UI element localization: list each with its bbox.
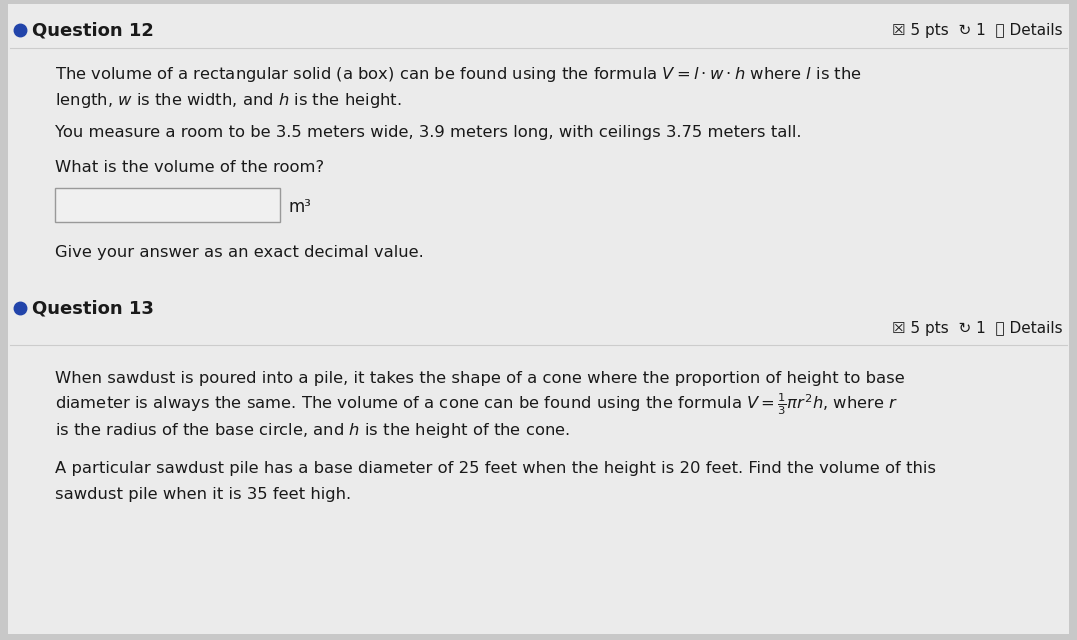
Text: sawdust pile when it is 35 feet high.: sawdust pile when it is 35 feet high. (55, 486, 351, 502)
Text: Question 13: Question 13 (32, 299, 154, 317)
Text: You measure a room to be 3.5 meters wide, 3.9 meters long, with ceilings 3.75 me: You measure a room to be 3.5 meters wide… (55, 125, 801, 141)
Text: Give your answer as an exact decimal value.: Give your answer as an exact decimal val… (55, 246, 423, 260)
Text: What is the volume of the room?: What is the volume of the room? (55, 161, 324, 175)
Text: is the radius of the base circle, and $h$ is the height of the cone.: is the radius of the base circle, and $h… (55, 420, 570, 440)
Text: m³: m³ (288, 198, 311, 216)
Text: ☒ 5 pts  ↻ 1  ⓘ Details: ☒ 5 pts ↻ 1 ⓘ Details (893, 321, 1063, 335)
Text: The volume of a rectangular solid (a box) can be found using the formula $V = l\: The volume of a rectangular solid (a box… (55, 65, 862, 84)
FancyBboxPatch shape (55, 188, 280, 222)
Text: ☒ 5 pts  ↻ 1  ⓘ Details: ☒ 5 pts ↻ 1 ⓘ Details (893, 22, 1063, 38)
Text: length, $w$ is the width, and $h$ is the height.: length, $w$ is the width, and $h$ is the… (55, 90, 402, 109)
Text: When sawdust is poured into a pile, it takes the shape of a cone where the propo: When sawdust is poured into a pile, it t… (55, 371, 905, 385)
FancyBboxPatch shape (8, 4, 1069, 634)
Text: A particular sawdust pile has a base diameter of 25 feet when the height is 20 f: A particular sawdust pile has a base dia… (55, 461, 936, 476)
Text: Question 12: Question 12 (32, 21, 154, 39)
Text: diameter is always the same. The volume of a cone can be found using the formula: diameter is always the same. The volume … (55, 391, 898, 417)
